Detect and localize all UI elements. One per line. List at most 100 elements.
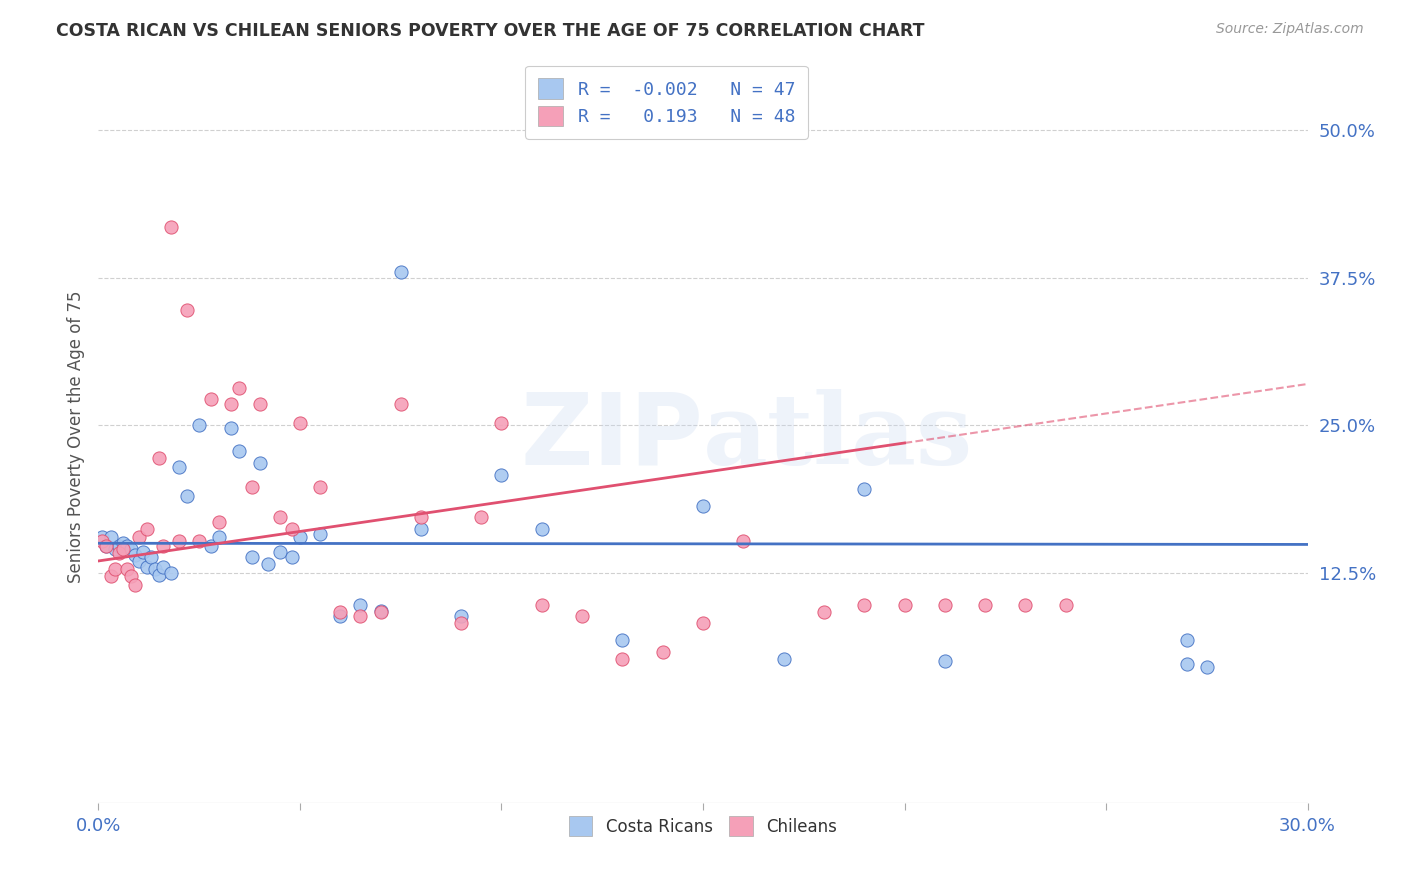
Point <box>176 302 198 317</box>
Point <box>288 416 311 430</box>
Y-axis label: Seniors Poverty Over the Age of 75: Seniors Poverty Over the Age of 75 <box>66 291 84 583</box>
Point <box>1175 657 1198 671</box>
Point <box>111 542 134 557</box>
Point <box>167 459 190 474</box>
Point <box>974 598 997 612</box>
Point <box>208 515 231 529</box>
Point <box>120 569 142 583</box>
Point <box>91 533 114 548</box>
Point <box>120 542 142 557</box>
Point <box>530 522 553 536</box>
Point <box>143 562 166 576</box>
Point <box>612 652 634 666</box>
Point <box>188 418 211 433</box>
Point <box>370 605 392 619</box>
Point <box>167 533 190 548</box>
Point <box>152 539 174 553</box>
Point <box>240 550 263 565</box>
Text: COSTA RICAN VS CHILEAN SENIORS POVERTY OVER THE AGE OF 75 CORRELATION CHART: COSTA RICAN VS CHILEAN SENIORS POVERTY O… <box>56 22 925 40</box>
Point <box>934 598 956 612</box>
Point <box>309 526 332 541</box>
Text: Source: ZipAtlas.com: Source: ZipAtlas.com <box>1216 22 1364 37</box>
Point <box>221 397 243 411</box>
Point <box>107 539 129 553</box>
Point <box>103 562 125 576</box>
Point <box>96 539 118 553</box>
Point <box>188 533 211 548</box>
Point <box>103 542 125 557</box>
Point <box>772 652 794 666</box>
Point <box>269 544 291 558</box>
Point <box>853 482 876 496</box>
Legend: Costa Ricans, Chileans: Costa Ricans, Chileans <box>560 806 846 846</box>
Point <box>853 598 876 612</box>
Point <box>692 499 714 513</box>
Point <box>450 609 472 624</box>
Point <box>100 569 122 583</box>
Point <box>240 480 263 494</box>
Point <box>249 456 271 470</box>
Point <box>813 605 835 619</box>
Point <box>148 568 170 582</box>
Point <box>176 489 198 503</box>
Point <box>132 544 155 558</box>
Point <box>96 539 118 553</box>
Point <box>160 220 183 235</box>
Point <box>309 480 332 494</box>
Point <box>491 467 513 482</box>
Point <box>148 451 170 466</box>
Point <box>651 645 673 659</box>
Point <box>450 616 472 631</box>
Point <box>135 522 157 536</box>
Point <box>115 562 138 576</box>
Point <box>228 380 250 394</box>
Point <box>256 558 278 572</box>
Point <box>128 554 150 568</box>
Point <box>733 533 755 548</box>
Point <box>100 530 122 544</box>
Point <box>491 416 513 430</box>
Point <box>111 536 134 550</box>
Point <box>221 420 243 434</box>
Point <box>249 397 271 411</box>
Point <box>1175 632 1198 647</box>
Point <box>228 444 250 458</box>
Point <box>370 603 392 617</box>
Point <box>470 510 492 524</box>
Point <box>612 632 634 647</box>
Point <box>409 510 432 524</box>
Point <box>107 546 129 560</box>
Point <box>139 550 162 565</box>
Point <box>281 550 304 565</box>
Point <box>124 548 146 562</box>
Point <box>124 577 146 591</box>
Point <box>200 539 222 553</box>
Point <box>329 609 352 624</box>
Point <box>349 598 371 612</box>
Point <box>329 605 352 619</box>
Point <box>1014 598 1036 612</box>
Point <box>389 265 412 279</box>
Point <box>160 566 183 580</box>
Point <box>1054 598 1077 612</box>
Point <box>571 609 593 624</box>
Point <box>349 609 371 624</box>
Point <box>893 598 915 612</box>
Point <box>530 598 553 612</box>
Point <box>200 392 222 407</box>
Text: ZIP: ZIP <box>520 389 703 485</box>
Point <box>91 530 114 544</box>
Point <box>208 530 231 544</box>
Point <box>269 510 291 524</box>
Point <box>115 539 138 553</box>
Text: atlas: atlas <box>703 389 973 485</box>
Point <box>128 530 150 544</box>
Point <box>389 397 412 411</box>
Point <box>1195 660 1218 674</box>
Point <box>288 530 311 544</box>
Point <box>152 559 174 574</box>
Point <box>692 616 714 631</box>
Point <box>934 654 956 668</box>
Point <box>281 522 304 536</box>
Point <box>135 559 157 574</box>
